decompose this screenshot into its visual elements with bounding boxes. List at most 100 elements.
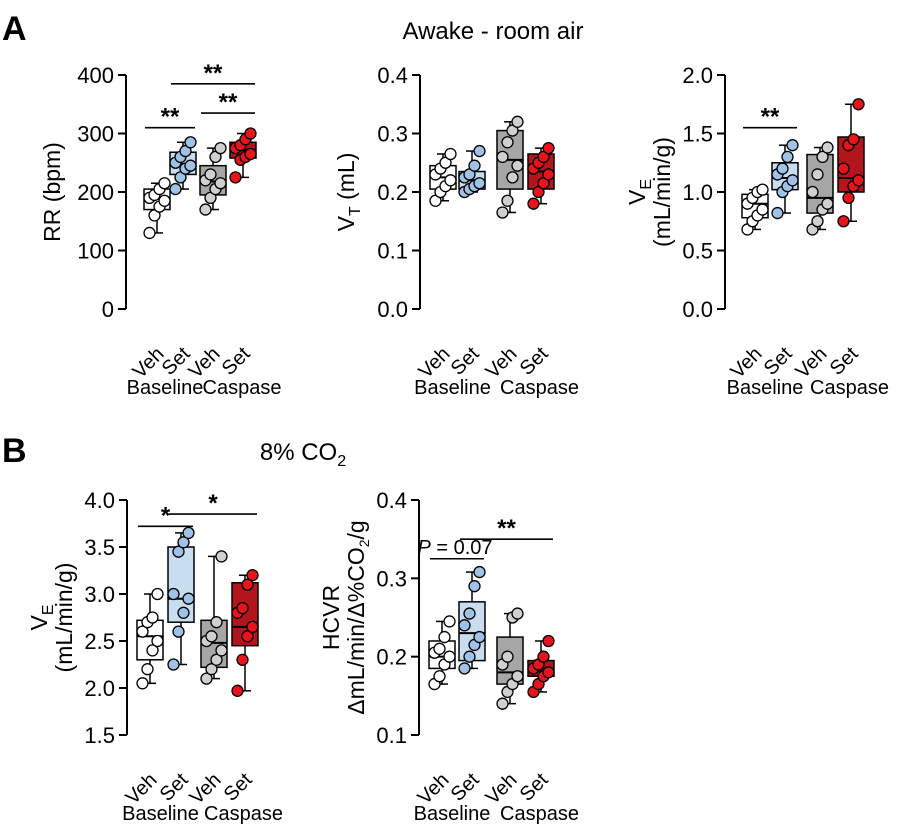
data-point <box>146 611 159 624</box>
x-category-label: Set <box>516 769 553 806</box>
data-point <box>205 663 218 676</box>
data-point <box>182 592 195 605</box>
data-point <box>781 150 794 164</box>
data-point <box>443 615 456 628</box>
y-axis-label-part: V <box>333 215 359 231</box>
data-point <box>444 147 457 161</box>
data-point <box>214 141 227 155</box>
data-point <box>837 162 850 175</box>
group-label: Baseline <box>414 803 491 825</box>
data-point <box>511 159 524 172</box>
data-point <box>496 697 509 710</box>
significance-label: ** <box>161 104 180 131</box>
data-point <box>214 177 227 190</box>
data-point <box>204 168 217 181</box>
data-point <box>786 174 799 187</box>
x-category-label: Set <box>516 343 553 380</box>
y-tick-label: 4.0 <box>84 488 115 513</box>
data-point <box>542 141 555 155</box>
data-point <box>501 194 514 207</box>
y-tick-label: 0.1 <box>377 239 408 264</box>
y-tick-label: 300 <box>77 122 114 147</box>
p-value-number: = 0.07 <box>431 537 493 559</box>
data-point <box>169 182 182 196</box>
x-category-label: Set <box>760 343 797 380</box>
y-tick-label: 0.4 <box>377 63 408 88</box>
y-tick-label: 0.0 <box>682 297 713 322</box>
data-point <box>852 174 865 187</box>
data-point <box>776 162 789 175</box>
data-point <box>433 642 446 655</box>
y-axis-label-subscript: E <box>638 179 655 190</box>
data-point <box>496 150 509 164</box>
panel-a-title: Awake - room air <box>403 18 584 45</box>
panel-b-title-subscript: 2 <box>337 453 346 470</box>
y-axis-label: RR (bpm) <box>39 142 65 242</box>
p-value-symbol: P <box>417 537 431 559</box>
y-axis-label-line2: (mL/min/g) <box>51 563 77 673</box>
data-point <box>511 607 524 620</box>
data-point <box>473 144 486 158</box>
data-point <box>182 526 195 540</box>
group-label: Caspase <box>203 377 282 399</box>
data-point <box>542 634 555 648</box>
y-tick-label: 1.5 <box>682 122 713 147</box>
chart-ve_co2: 1.52.02.53.03.54.0VE(mL/min/g)VehSetVehS… <box>26 488 283 825</box>
x-category-label: Set <box>156 769 193 806</box>
data-point <box>506 171 519 184</box>
data-point <box>842 191 855 205</box>
group-label: Caspase <box>500 377 579 399</box>
data-point <box>215 550 228 563</box>
data-point <box>837 215 850 228</box>
group-label: Caspase <box>810 377 889 399</box>
data-point <box>177 536 190 549</box>
data-point <box>811 168 824 181</box>
data-point <box>231 684 244 697</box>
data-point <box>151 634 164 648</box>
y-tick-label: 0.3 <box>377 122 408 147</box>
data-point <box>172 625 185 638</box>
data-point <box>246 620 259 634</box>
group-label: Caspase <box>204 803 283 825</box>
data-point <box>821 141 834 154</box>
y-tick-label: 1.0 <box>682 180 713 205</box>
data-point <box>443 650 456 663</box>
data-point <box>537 650 550 663</box>
y-axis-label-subscript: E <box>40 604 57 615</box>
y-tick-label: 2.0 <box>682 63 713 88</box>
data-point <box>847 133 860 146</box>
data-point <box>542 168 555 181</box>
data-point <box>143 226 156 240</box>
significance-label: ** <box>219 89 238 116</box>
chart-vt: 0.00.10.20.30.4VT (mL)VehSetVehSetBaseli… <box>333 63 579 399</box>
y-tick-label: 0.2 <box>376 645 407 670</box>
data-point <box>458 662 471 675</box>
y-axis-label-part: /g <box>343 520 369 539</box>
data-point <box>158 194 171 207</box>
data-point <box>463 650 476 663</box>
y-axis-label: HCVR <box>318 585 344 650</box>
data-point <box>511 115 524 128</box>
data-point <box>473 177 486 190</box>
x-category-label: Set <box>447 769 484 806</box>
data-point <box>246 569 259 582</box>
y-tick-label: 0.2 <box>377 180 408 205</box>
y-axis-label-part: V <box>624 189 650 205</box>
y-axis-label-subscript: T <box>347 206 364 216</box>
data-point <box>241 630 254 643</box>
data-point <box>136 677 149 690</box>
data-point <box>527 197 540 210</box>
data-point <box>771 206 784 220</box>
data-point <box>215 644 228 657</box>
data-point <box>852 98 865 111</box>
data-point <box>463 607 476 620</box>
data-point <box>473 565 486 579</box>
y-tick-label: 100 <box>77 239 114 264</box>
significance-label: * <box>208 490 218 517</box>
data-point <box>473 630 486 644</box>
y-axis-label-line2: ΔmL/min/Δ%CO2/g <box>343 520 372 714</box>
data-point <box>468 159 481 172</box>
data-point <box>136 625 149 638</box>
group-label: Caspase <box>500 803 579 825</box>
